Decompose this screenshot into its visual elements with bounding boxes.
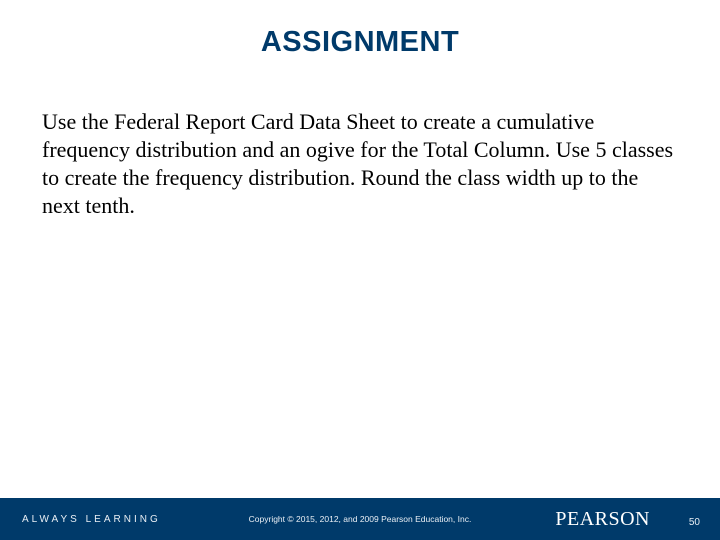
body-text: Use the Federal Report Card Data Sheet t… xyxy=(42,108,678,221)
slide: ASSIGNMENT Use the Federal Report Card D… xyxy=(0,0,720,540)
footer-tagline: ALWAYS LEARNING xyxy=(0,514,161,525)
page-title: ASSIGNMENT xyxy=(0,26,720,59)
brand-logo: PEARSON xyxy=(555,498,650,540)
page-number: 50 xyxy=(689,517,700,528)
footer-bar: ALWAYS LEARNING Copyright © 2015, 2012, … xyxy=(0,498,720,540)
